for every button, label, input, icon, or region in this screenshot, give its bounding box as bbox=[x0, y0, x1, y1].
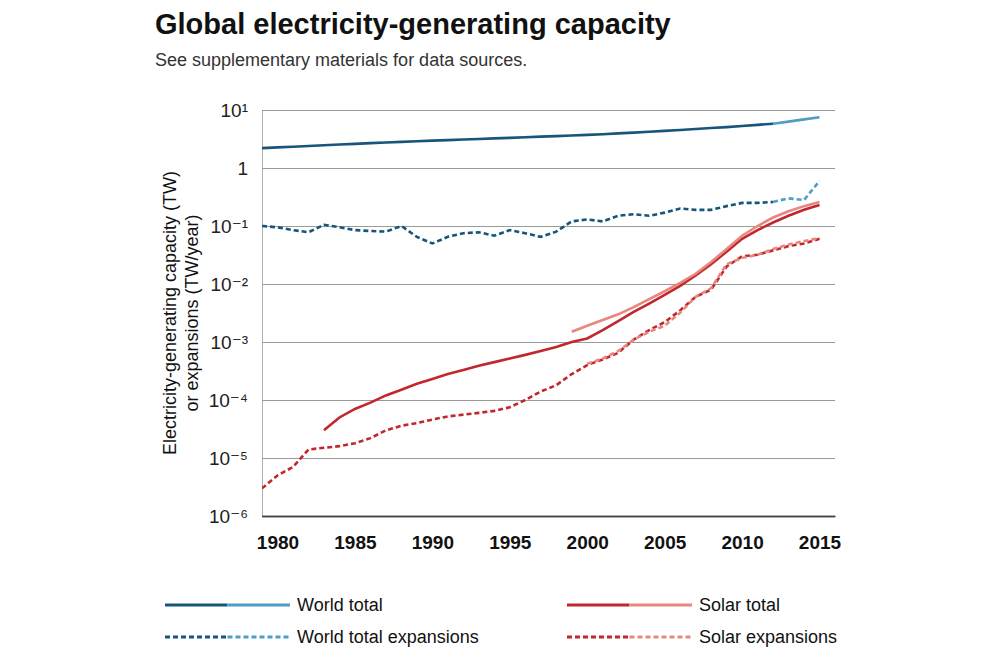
grid-line bbox=[262, 342, 835, 343]
y-axis-line bbox=[263, 111, 836, 517]
legend-label: World total expansions bbox=[297, 627, 479, 647]
y-tick: 10¹ bbox=[221, 100, 835, 121]
legend-label: Solar total bbox=[699, 595, 780, 615]
legend-line bbox=[228, 636, 291, 639]
x-axis: 1980 1985 1990 1995 2000 2005 2010 2015 bbox=[257, 516, 842, 553]
x-tick-label: 2005 bbox=[644, 532, 687, 553]
x-tick-label: 1985 bbox=[334, 532, 377, 553]
legend-line bbox=[630, 604, 693, 607]
series-line bbox=[587, 238, 819, 364]
series-line bbox=[324, 205, 820, 430]
y-axis-title: Electricity-generating capacity (TW) bbox=[160, 171, 180, 455]
grid-line bbox=[262, 516, 835, 518]
title: Global electricity-generating capacity bbox=[155, 8, 671, 40]
x-tick-label: 2000 bbox=[567, 532, 609, 553]
y-tick: 10⁻⁶ bbox=[209, 506, 835, 527]
y-tick-label: 10⁻³ bbox=[211, 332, 249, 353]
x-tick-label: 1995 bbox=[489, 532, 532, 553]
y-tick: 10⁻² bbox=[211, 274, 836, 295]
x-tick: 2010 bbox=[721, 516, 763, 553]
y-tick-label: 10⁻¹ bbox=[211, 216, 249, 237]
grid-line bbox=[262, 226, 835, 227]
y-tick-label: 10¹ bbox=[221, 100, 248, 121]
x-axis-line bbox=[263, 516, 836, 518]
grid-line bbox=[262, 400, 835, 401]
grid-line bbox=[262, 110, 835, 111]
plot-area bbox=[262, 117, 820, 488]
y-tick-label: 10⁻⁵ bbox=[209, 448, 248, 469]
x-tick: 1990 bbox=[412, 516, 454, 553]
legend-item: Solar expansions bbox=[567, 627, 837, 647]
x-tick: 1980 bbox=[257, 516, 299, 553]
chart: Global electricity-generating capacity Se… bbox=[0, 0, 1000, 667]
x-tick-label: 1980 bbox=[257, 532, 299, 553]
legend: World total World total expansions Solar t… bbox=[165, 595, 837, 647]
y-tick: 10⁻⁴ bbox=[209, 390, 835, 411]
x-tick: 2005 bbox=[644, 516, 687, 553]
legend-line bbox=[567, 636, 630, 639]
x-tick: 1985 bbox=[334, 516, 377, 553]
y-tick-label: 1 bbox=[237, 158, 248, 179]
y-tick-label: 10⁻⁶ bbox=[209, 506, 248, 527]
subtitle: See supplementary materials for data sou… bbox=[155, 50, 527, 70]
grid-line bbox=[262, 168, 835, 169]
legend-item: World total bbox=[165, 595, 383, 615]
series-line bbox=[262, 202, 773, 244]
series-line bbox=[262, 239, 820, 488]
series-line bbox=[773, 181, 819, 202]
grid-line bbox=[262, 458, 835, 459]
x-tick-label: 2010 bbox=[721, 532, 763, 553]
series-line bbox=[773, 117, 819, 123]
legend-item: World total expansions bbox=[165, 627, 479, 647]
legend-line bbox=[567, 604, 630, 607]
legend-item: Solar total bbox=[567, 595, 780, 615]
x-tick: 2015 bbox=[799, 516, 842, 553]
y-tick: 10⁻⁵ bbox=[209, 448, 835, 469]
y-tick: 10⁻³ bbox=[211, 332, 836, 353]
legend-line bbox=[165, 636, 228, 639]
y-axis-title: or expansions (TW/year) bbox=[182, 214, 202, 411]
y-tick-label: 10⁻² bbox=[211, 274, 249, 295]
x-tick-label: 1990 bbox=[412, 532, 454, 553]
legend-line bbox=[630, 636, 693, 639]
legend-label: World total bbox=[297, 595, 383, 615]
y-tick-label: 10⁻⁴ bbox=[209, 390, 248, 411]
y-tick: 1 bbox=[237, 158, 835, 179]
series-line bbox=[262, 124, 773, 148]
series-line bbox=[572, 202, 820, 332]
x-tick: 2000 bbox=[567, 516, 609, 553]
legend-line bbox=[228, 604, 291, 607]
x-tick: 1995 bbox=[489, 516, 532, 553]
legend-line bbox=[165, 604, 228, 607]
grid-line bbox=[262, 284, 835, 285]
x-tick-label: 2015 bbox=[799, 532, 842, 553]
y-axis: 10¹ 1 10⁻¹ 10⁻² 10⁻³ 10⁻⁴ 10⁻⁵ 10⁻⁶ bbox=[209, 100, 835, 527]
legend-label: Solar expansions bbox=[699, 627, 837, 647]
